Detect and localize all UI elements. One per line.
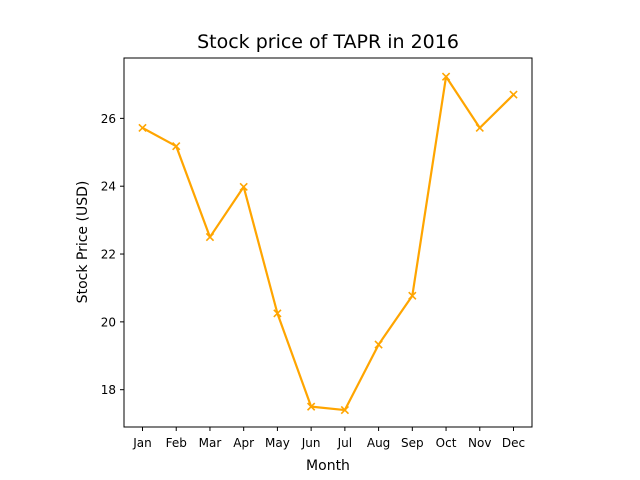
- x-tick-label-apr: Apr: [233, 436, 254, 450]
- data-point-may: [273, 309, 282, 318]
- y-tick-label-18: 18: [101, 383, 116, 397]
- plot-frame: [123, 57, 533, 428]
- x-tick-label-nov: Nov: [468, 436, 491, 450]
- x-tick-label-may: May: [265, 436, 290, 450]
- data-point-sep: [408, 291, 417, 300]
- series-line-0: [141, 75, 515, 412]
- x-tick-label-jan: Jan: [132, 436, 152, 450]
- data-point-oct: [441, 72, 451, 81]
- data-point-apr: [239, 182, 248, 192]
- data-point-aug: [374, 340, 383, 349]
- x-tick-label-feb: Feb: [166, 436, 187, 450]
- y-tick-label-22: 22: [101, 248, 116, 262]
- data-point-dec: [509, 90, 518, 99]
- y-tick-label-24: 24: [101, 180, 116, 194]
- plot-area: Jan Feb Mar Apr May Jun Jul Aug Sep Oct Nov Dec 18 20…: [101, 57, 533, 450]
- x-tick-label-dec: Dec: [502, 436, 525, 450]
- y-tick-label-20: 20: [101, 315, 116, 329]
- x-tick-label-aug: Aug: [367, 436, 390, 450]
- data-point-nov: [475, 123, 484, 133]
- x-tick-label-mar: Mar: [199, 436, 222, 450]
- data-point-jul: [340, 405, 350, 415]
- data-point-mar: [205, 232, 215, 242]
- y-tick-label-26: 26: [101, 112, 116, 126]
- chart-title: Stock price of TAPR in 2016: [197, 31, 459, 53]
- x-tick-label-oct: Oct: [436, 436, 457, 450]
- data-point-jan: [138, 123, 147, 133]
- x-tick-label-sep: Sep: [401, 436, 424, 450]
- data-point-feb: [172, 142, 181, 151]
- y-axis-label: Stock Price (USD): [75, 181, 91, 304]
- data-point-jun: [306, 402, 316, 411]
- x-tick-label-jul: Jul: [337, 436, 352, 450]
- x-axis-label: Month: [306, 458, 350, 474]
- x-tick-label-jun: Jun: [301, 436, 321, 450]
